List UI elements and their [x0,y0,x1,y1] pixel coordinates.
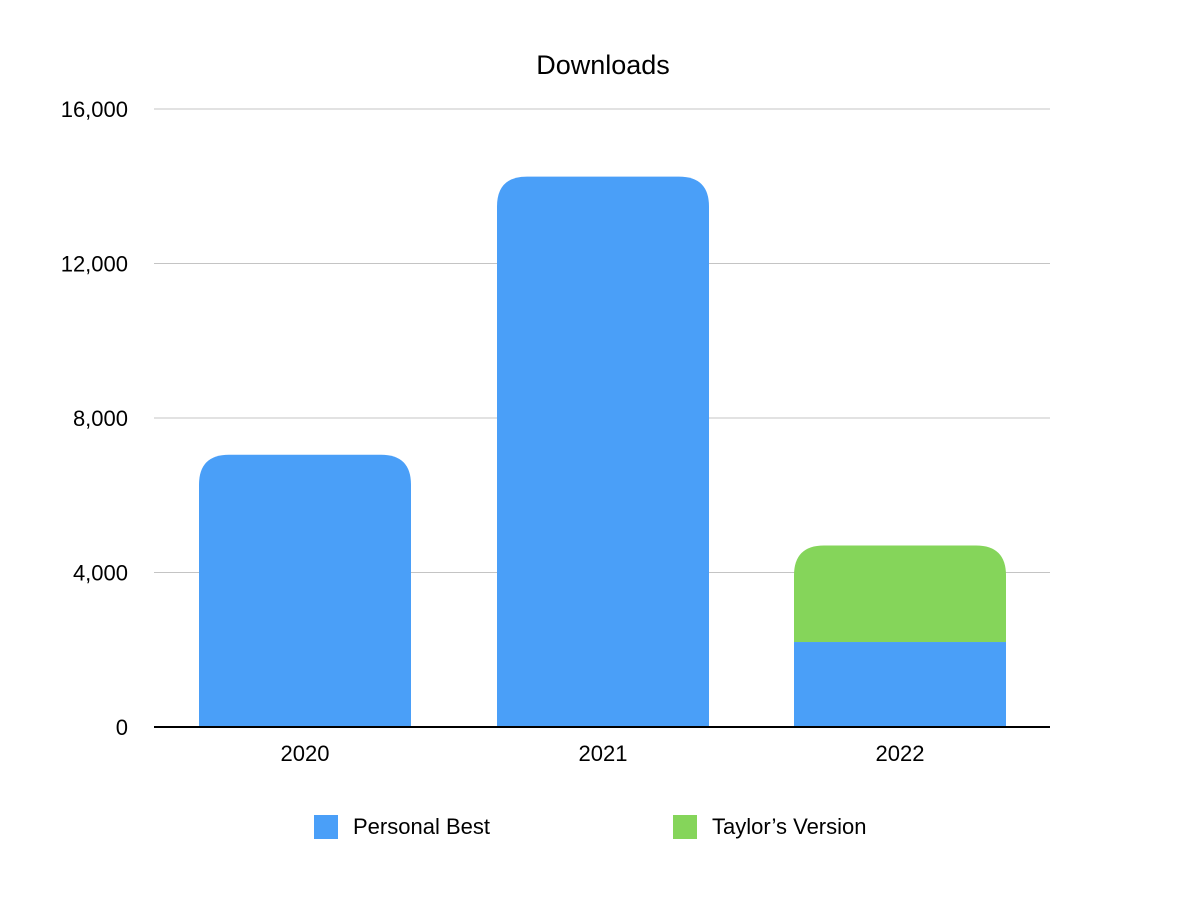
y-tick-label: 16,000 [61,97,128,122]
legend-label-personal-best: Personal Best [353,814,490,839]
x-tick-label-2020: 2020 [281,741,330,766]
y-tick-label: 4,000 [73,561,128,586]
x-tick-label-2022: 2022 [876,741,925,766]
bars [199,176,1006,727]
bar-2020-personal-best [199,454,411,727]
bar-2022-personal-best [794,642,1006,727]
y-axis-ticks: 0 4,000 8,000 12,000 16,000 [61,97,128,740]
legend-swatch-personal-best [314,815,338,839]
x-tick-label-2021: 2021 [579,741,628,766]
bar-2021-personal-best [497,176,709,727]
legend-label-taylor-s-version: Taylor’s Version [712,814,866,839]
y-tick-label: 8,000 [73,406,128,431]
legend: Personal Best Taylor’s Version [314,814,866,839]
chart-title: Downloads [536,50,670,80]
legend-swatch-taylor-s-version [673,815,697,839]
y-tick-label: 12,000 [61,252,128,277]
x-axis-ticks: 2020 2021 2022 [281,741,925,766]
y-tick-label: 0 [116,715,128,740]
bar-2022-taylor-s-version [794,545,1006,643]
